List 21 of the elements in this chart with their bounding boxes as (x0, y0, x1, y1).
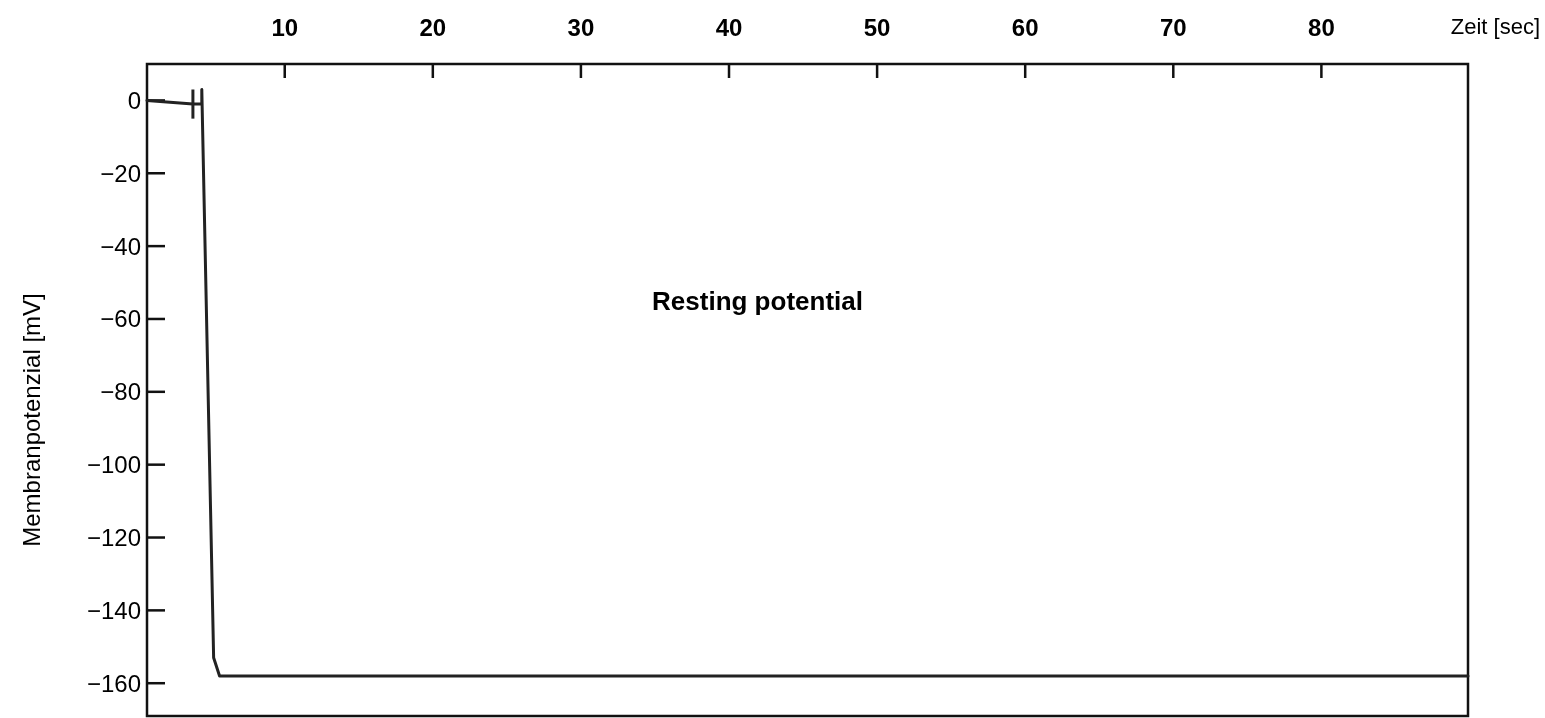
annotation: Resting potential (652, 286, 863, 316)
y-tick-label: −20 (100, 159, 141, 187)
x-tick-label: 20 (419, 14, 447, 41)
x-tick-label: 30 (567, 14, 595, 41)
y-axis-title: Membranpotenzial [mV] (18, 293, 45, 547)
x-tick-label: 70 (1159, 14, 1187, 41)
line-series (145, 88, 1470, 678)
y-tick-label: −120 (86, 523, 141, 551)
y-tick-label: −80 (100, 378, 141, 406)
y-tick-label: −160 (86, 669, 141, 697)
y-tick-label: −140 (86, 596, 141, 624)
y-tick-label: −60 (100, 305, 141, 333)
x-tick-label: 10 (271, 14, 299, 41)
x-axis-title: Zeit [sec] (1450, 14, 1540, 39)
y-tick-label: −40 (100, 232, 141, 260)
x-tick-label: 60 (1011, 14, 1039, 41)
y-tick-label: −100 (86, 451, 141, 479)
x-tick-label: 50 (863, 14, 891, 41)
y-tick-label: 0 (127, 86, 141, 114)
x-tick-label: 80 (1308, 14, 1335, 41)
x-tick-label: 40 (715, 14, 743, 41)
